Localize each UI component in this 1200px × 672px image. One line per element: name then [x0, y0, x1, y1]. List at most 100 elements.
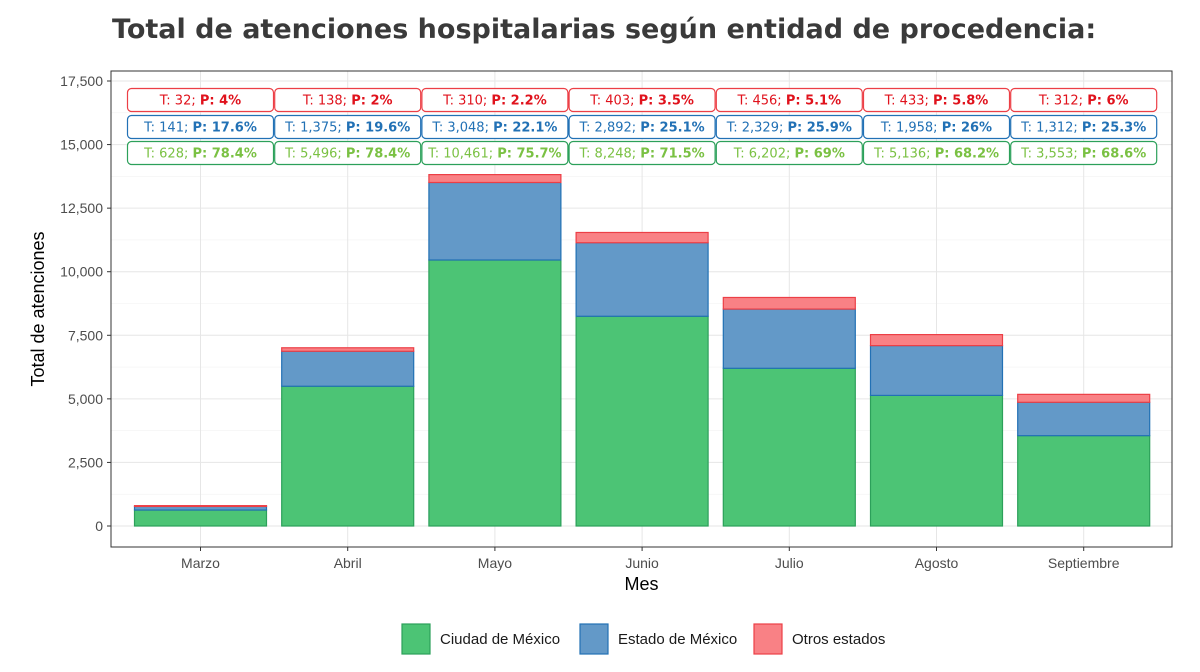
data-label-total: T: 10,461; — [427, 147, 497, 162]
y-tick-label: 2,500 — [68, 454, 103, 470]
label-box — [862, 140, 1011, 166]
data-label: T: 5,496; P: 78.4% — [284, 147, 410, 162]
data-label-percent: P: 5.8% — [933, 94, 988, 109]
y-axis-title: Total de atenciones — [28, 231, 48, 386]
legend-label: Otros estados — [792, 631, 885, 648]
data-label-total: T: 456; — [736, 94, 785, 109]
data-label-percent: P: 6% — [1087, 94, 1128, 109]
y-tick-label: 5,000 — [68, 391, 103, 407]
data-label-percent: P: 68.2% — [935, 147, 999, 162]
legend-key — [401, 623, 431, 655]
label-box — [862, 114, 1011, 140]
bar-otros-agosto — [869, 333, 1004, 347]
data-label-total: T: 5,496; — [284, 147, 346, 162]
label-box — [126, 140, 275, 166]
data-label: T: 1,958; P: 26% — [880, 121, 992, 136]
data-label-total: T: 1,958; — [880, 121, 942, 136]
data-label-percent: P: 3.5% — [639, 94, 694, 109]
y-tick-label: 7,500 — [68, 327, 103, 343]
label-box — [126, 87, 275, 113]
data-label-total: T: 433; — [884, 94, 933, 109]
data-label: T: 8,248; P: 71.5% — [579, 147, 705, 162]
x-tick-label: Junio — [625, 555, 659, 571]
x-tick-label: Agosto — [915, 555, 959, 571]
bar-otros-junio — [575, 231, 709, 244]
bar-otros-julio — [722, 296, 856, 310]
data-label-percent: P: 22.1% — [493, 121, 557, 136]
y-tick-label: 17,500 — [60, 73, 103, 89]
data-label: T: 5,136; P: 68.2% — [873, 147, 999, 162]
data-label-percent: P: 68.6% — [1082, 147, 1146, 162]
data-label-total: T: 5,136; — [873, 147, 935, 162]
data-label-percent: P: 4% — [200, 94, 241, 109]
y-tick-label: 0 — [95, 518, 103, 534]
data-label-total: T: 32; — [159, 94, 200, 109]
data-label-total: T: 403; — [589, 94, 638, 109]
label-box — [1010, 114, 1158, 140]
data-label: T: 10,461; P: 75.7% — [427, 147, 561, 162]
data-label-total: T: 6,202; — [733, 147, 795, 162]
label-box — [274, 114, 422, 140]
data-label: T: 456; P: 5.1% — [736, 94, 841, 109]
data-label-percent: P: 25.9% — [788, 121, 852, 136]
x-tick-label: Septiembre — [1048, 555, 1120, 571]
label-box — [274, 87, 422, 113]
bar-otros-mayo — [428, 174, 562, 184]
data-label-total: T: 141; — [143, 121, 192, 136]
data-label-total: T: 1,312; — [1020, 121, 1082, 136]
data-label-total: T: 310; — [442, 94, 491, 109]
bar-cdmx-agosto — [869, 394, 1004, 527]
data-label: T: 1,312; P: 25.3% — [1020, 121, 1146, 136]
bar-otros-abril — [281, 347, 415, 352]
data-label: T: 32; P: 4% — [159, 94, 241, 109]
label-box — [1010, 87, 1158, 113]
label-box — [1010, 140, 1158, 166]
bar-cdmx-mayo — [428, 259, 562, 527]
label-box — [715, 140, 863, 166]
bars — [133, 174, 1151, 527]
label-box — [862, 87, 1011, 113]
label-box — [421, 87, 569, 113]
data-label: T: 310; P: 2.2% — [442, 94, 547, 109]
data-label-percent: P: 17.6% — [193, 121, 257, 136]
data-label: T: 628; P: 78.4% — [143, 147, 257, 162]
legend-label: Estado de México — [618, 631, 737, 648]
data-label-total: T: 3,553; — [1020, 147, 1082, 162]
label-box — [715, 87, 863, 113]
x-tick-label: Mayo — [478, 555, 512, 571]
data-label-percent: P: 71.5% — [640, 147, 704, 162]
data-label: T: 312; P: 6% — [1038, 94, 1129, 109]
data-label-total: T: 138; — [302, 94, 351, 109]
x-axis: Marzo Abril Mayo Junio Julio Agosto Septiembre — [181, 547, 1120, 571]
data-label-total: T: 3,048; — [431, 121, 493, 136]
data-label-percent: P: 78.4% — [346, 147, 410, 162]
legend-key — [753, 623, 783, 655]
data-label-percent: P: 69% — [794, 147, 844, 162]
data-label-annotations: T: 32; P: 4%T: 141; P: 17.6%T: 628; P: 7… — [126, 87, 1158, 166]
label-box — [568, 114, 716, 140]
bar-otros-septiembre — [1017, 393, 1151, 403]
bar-otros-marzo — [133, 505, 268, 508]
y-tick-label: 10,000 — [60, 264, 103, 280]
data-label-total: T: 312; — [1038, 94, 1087, 109]
data-label-percent: P: 26% — [942, 121, 992, 136]
plot-panel-border — [110, 70, 1173, 548]
data-label: T: 403; P: 3.5% — [589, 94, 694, 109]
label-box — [421, 140, 569, 166]
data-label-total: T: 8,248; — [579, 147, 641, 162]
chart-title: Total de atenciones hospitalarias según … — [112, 14, 1097, 45]
bar-edomex-mayo — [428, 181, 562, 261]
data-label: T: 2,892; P: 25.1% — [579, 121, 705, 136]
label-box — [126, 114, 275, 140]
label-box — [568, 140, 716, 166]
data-label-total: T: 628; — [143, 147, 192, 162]
bar-edomex-septiembre — [1017, 401, 1151, 437]
legend-key — [579, 623, 609, 655]
data-label: T: 433; P: 5.8% — [884, 94, 989, 109]
y-tick-label: 15,000 — [60, 137, 103, 153]
data-label-percent: P: 5.1% — [786, 94, 841, 109]
data-label: T: 6,202; P: 69% — [733, 147, 845, 162]
data-label-percent: P: 25.3% — [1082, 121, 1146, 136]
bar-cdmx-julio — [722, 367, 856, 527]
